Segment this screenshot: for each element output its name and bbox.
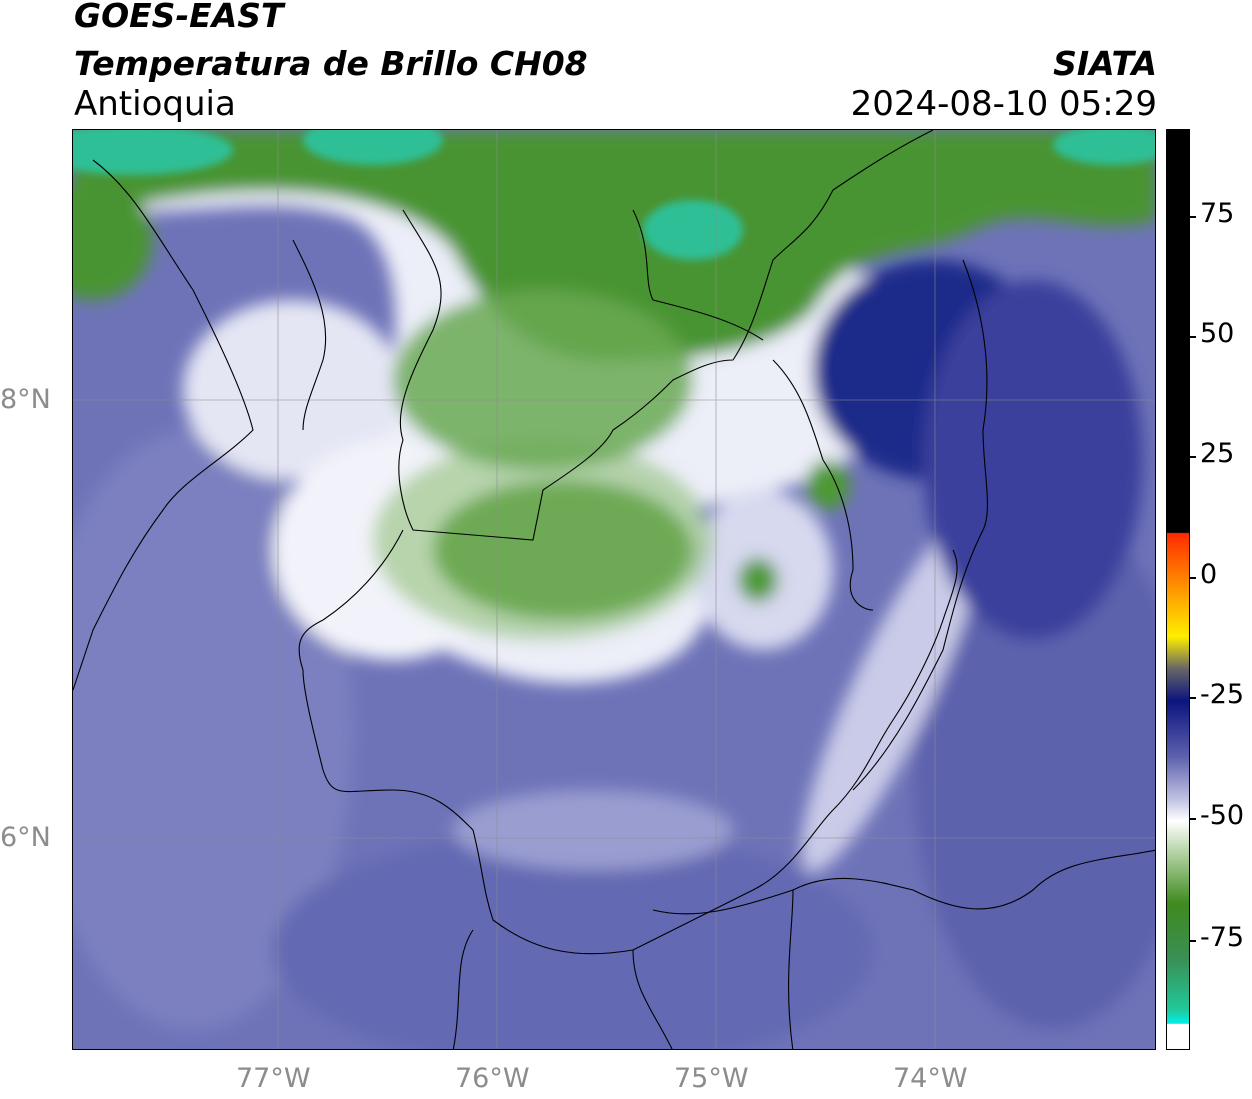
antioquia-boundary xyxy=(398,130,934,541)
colorbar-tick xyxy=(1190,697,1196,699)
colorbar-tick xyxy=(1190,818,1196,820)
green-cloud-mid xyxy=(393,290,693,470)
colorbar-label-minus25: -25 xyxy=(1200,679,1245,710)
colorbar-tick xyxy=(1190,577,1196,579)
boundaries xyxy=(73,130,1155,1049)
graticule xyxy=(73,130,1155,1049)
colorbar-tick xyxy=(1190,216,1196,218)
datetime-label: 2024-08-10 05:29 xyxy=(850,84,1157,124)
longitude-label-76w: 76°W xyxy=(455,1063,530,1094)
light-streak-east xyxy=(801,507,985,873)
satellite-title: GOES-EAST xyxy=(74,0,284,35)
teal-core-north-1 xyxy=(643,200,743,260)
white-patch-west xyxy=(183,300,403,480)
colorbar-label-minus75: -75 xyxy=(1200,922,1245,953)
department-line-far-east xyxy=(852,259,988,791)
colombia-coast-west xyxy=(73,159,254,691)
colorbar-label-50: 50 xyxy=(1200,318,1235,349)
blue-region-east xyxy=(923,280,1143,640)
product-title: Temperatura de Brillo CH08 xyxy=(74,44,588,83)
green-cloud-central-halo xyxy=(373,440,713,640)
latitude-label-6n: 6°N xyxy=(0,822,51,853)
colorbar-gradient xyxy=(1167,130,1189,1049)
south-border-3 xyxy=(452,929,474,1049)
colorbar-label-minus50: -50 xyxy=(1200,800,1245,831)
blue-patch-south xyxy=(273,830,873,1049)
teal-core-north-4 xyxy=(1053,130,1155,165)
department-line-east xyxy=(772,359,874,611)
colorbar-label-75: 75 xyxy=(1200,198,1235,229)
colorbar-tick xyxy=(1190,456,1196,458)
brightness-temperature-map xyxy=(72,129,1156,1050)
longitude-label-74w: 74°W xyxy=(893,1063,968,1094)
light-patch-south xyxy=(453,790,733,870)
colorbar-label-25: 25 xyxy=(1200,438,1235,469)
gulf-of-uraba-coast xyxy=(292,239,327,431)
green-spot-east-1 xyxy=(806,460,850,510)
department-line-north xyxy=(632,209,764,341)
teal-core-north-2 xyxy=(73,130,233,175)
temperature-colorbar xyxy=(1166,129,1190,1050)
teal-core-north-3 xyxy=(303,130,443,165)
latitude-label-8n: 8°N xyxy=(0,384,51,415)
green-cloud-north xyxy=(73,130,1155,362)
antioquia-boundary-south xyxy=(298,529,958,955)
green-spot-east-2 xyxy=(738,558,778,602)
longitude-label-75w: 75°W xyxy=(674,1063,749,1094)
colorbar-label-0: 0 xyxy=(1200,559,1218,590)
south-border-1 xyxy=(632,949,673,1049)
green-cloud-west-corner xyxy=(73,180,153,300)
department-line-south xyxy=(652,849,1155,915)
organization-label: SIATA xyxy=(1053,44,1157,83)
region-label: Antioquia xyxy=(74,84,236,124)
south-border-2 xyxy=(788,889,794,1049)
longitude-label-77w: 77°W xyxy=(236,1063,311,1094)
colorbar-tick xyxy=(1190,940,1196,942)
blue-patch-east xyxy=(913,510,1155,1030)
colorbar-tick xyxy=(1190,336,1196,338)
